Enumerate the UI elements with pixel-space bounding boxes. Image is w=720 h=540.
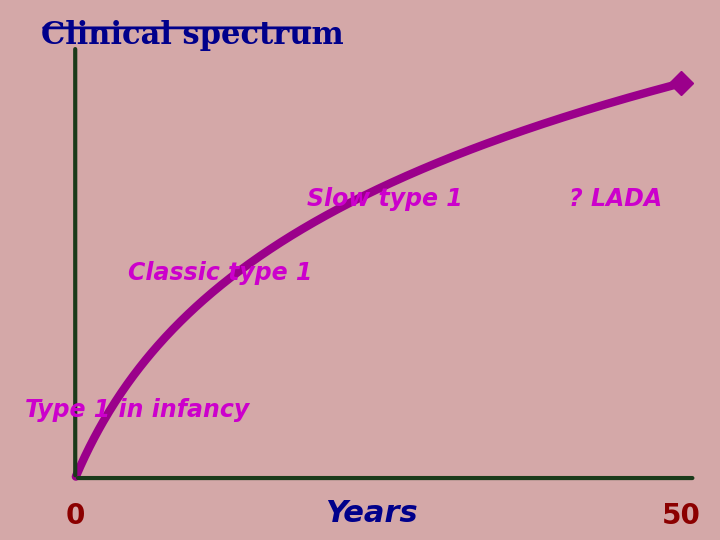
Text: Clinical spectrum: Clinical spectrum	[41, 20, 343, 51]
Text: 0: 0	[66, 502, 85, 530]
Text: Type 1 in infancy: Type 1 in infancy	[25, 397, 249, 422]
Text: Classic type 1: Classic type 1	[127, 261, 312, 285]
Text: Years: Years	[325, 499, 418, 528]
Text: Slow type 1: Slow type 1	[307, 187, 463, 211]
Text: ? LADA: ? LADA	[570, 187, 662, 211]
Text: 50: 50	[662, 502, 701, 530]
